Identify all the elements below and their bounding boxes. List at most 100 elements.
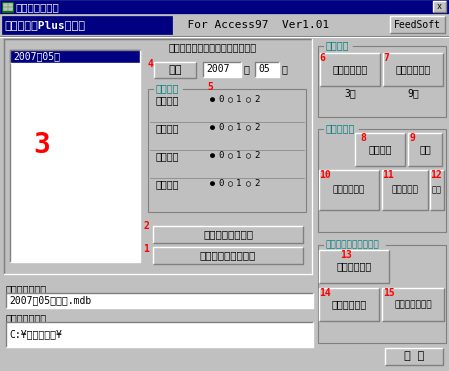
- Bar: [430, 170, 444, 210]
- Text: メインメニュー: メインメニュー: [15, 2, 59, 12]
- Bar: [324, 39, 352, 52]
- Text: 0: 0: [218, 151, 223, 161]
- Text: 1: 1: [143, 244, 149, 254]
- Text: 月: 月: [281, 64, 287, 74]
- Bar: [355, 133, 405, 166]
- Bar: [318, 46, 446, 117]
- Bar: [320, 53, 380, 86]
- Text: 材料単価: 材料単価: [156, 151, 180, 161]
- Text: 使用フォルダ：: 使用フォルダ：: [6, 313, 47, 323]
- Bar: [433, 1, 446, 12]
- Text: 材料マスター: 材料マスター: [396, 65, 431, 75]
- Bar: [10, 50, 140, 262]
- Text: For Access97  Ver1.01: For Access97 Ver1.01: [174, 20, 329, 30]
- Text: ●: ●: [210, 95, 215, 105]
- Bar: [154, 62, 196, 78]
- Bar: [8, 7, 12, 10]
- Text: 日常データ: 日常データ: [326, 124, 355, 134]
- Text: 1: 1: [236, 180, 242, 188]
- Text: 生産計画・過不足計算: 生産計画・過不足計算: [326, 240, 380, 249]
- Text: 来々月生産計画: 来々月生産計画: [394, 300, 432, 309]
- Bar: [390, 16, 445, 33]
- Bar: [319, 170, 379, 210]
- Text: ○: ○: [246, 124, 251, 132]
- Bar: [408, 133, 442, 166]
- Text: 4: 4: [148, 59, 154, 69]
- Text: 5: 5: [207, 82, 213, 92]
- Bar: [8, 3, 12, 6]
- Bar: [324, 122, 357, 135]
- Text: 1: 1: [236, 151, 242, 161]
- Text: 材料数量: 材料数量: [156, 179, 180, 189]
- Text: 13: 13: [340, 250, 352, 260]
- Text: 来月生産計画: 来月生産計画: [331, 299, 367, 309]
- Text: C:¥材料過不足¥: C:¥材料過不足¥: [9, 329, 62, 339]
- Text: 材料入出庫: 材料入出庫: [392, 186, 418, 194]
- Text: マスター: マスター: [326, 40, 349, 50]
- Text: 製品数量: 製品数量: [156, 123, 180, 133]
- Text: 0: 0: [218, 124, 223, 132]
- Text: 1: 1: [236, 124, 242, 132]
- Text: ○: ○: [228, 180, 233, 188]
- Bar: [0, 0, 449, 14]
- Bar: [3, 7, 7, 10]
- Text: FeedSoft: FeedSoft: [394, 20, 441, 30]
- Text: 15: 15: [383, 288, 395, 298]
- Text: 材料月末在庫: 材料月末在庫: [333, 186, 365, 194]
- Text: 8: 8: [360, 133, 366, 143]
- Text: 14: 14: [319, 288, 331, 298]
- Text: 終 了: 終 了: [404, 351, 424, 361]
- Text: 9件: 9件: [407, 88, 419, 98]
- Bar: [2, 16, 172, 34]
- Bar: [4, 39, 312, 274]
- Text: ●: ●: [210, 151, 215, 161]
- Text: 2: 2: [254, 180, 260, 188]
- Text: 10: 10: [319, 170, 331, 180]
- Text: 材料過不足Plus梱包材: 材料過不足Plus梱包材: [4, 20, 85, 30]
- Text: 左リストから選択してください。: 左リストから選択してください。: [169, 42, 257, 52]
- Text: 一覧: 一覧: [432, 186, 442, 194]
- Text: 0: 0: [218, 95, 223, 105]
- Text: 12: 12: [430, 170, 442, 180]
- Text: 製品投入: 製品投入: [368, 144, 392, 154]
- Text: 2007年05月在庫.mdb: 2007年05月在庫.mdb: [9, 295, 91, 305]
- Bar: [153, 247, 303, 264]
- Text: 2: 2: [254, 151, 260, 161]
- Text: 9: 9: [409, 133, 415, 143]
- Bar: [148, 89, 306, 212]
- Bar: [3, 3, 7, 6]
- Text: 製品単価: 製品単価: [156, 95, 180, 105]
- Text: 6: 6: [319, 53, 325, 63]
- Bar: [318, 129, 446, 232]
- Text: ●: ●: [210, 180, 215, 188]
- Bar: [324, 238, 385, 251]
- Bar: [255, 62, 279, 77]
- Text: 2007年05月: 2007年05月: [13, 52, 60, 62]
- Text: 05: 05: [258, 65, 270, 75]
- Text: 新規ファイルの作成: 新規ファイルの作成: [200, 250, 256, 260]
- Bar: [203, 62, 241, 77]
- Text: ○: ○: [228, 124, 233, 132]
- Text: フォルダーの変更: フォルダーの変更: [203, 230, 253, 240]
- Text: 開始: 開始: [168, 65, 182, 75]
- Text: 2: 2: [254, 124, 260, 132]
- Bar: [6, 293, 313, 308]
- Bar: [2, 2, 13, 12]
- Text: 11: 11: [382, 170, 394, 180]
- Text: ○: ○: [228, 151, 233, 161]
- Text: 今月生産計画: 今月生産計画: [336, 262, 372, 272]
- Bar: [6, 322, 313, 347]
- Text: ○: ○: [228, 95, 233, 105]
- Bar: [319, 250, 389, 283]
- Bar: [10, 50, 140, 63]
- Text: 小数設定: 小数設定: [156, 83, 180, 93]
- Bar: [385, 348, 443, 365]
- Text: 2: 2: [254, 95, 260, 105]
- Text: 2007: 2007: [206, 65, 229, 75]
- Text: 年: 年: [243, 64, 249, 74]
- Text: 7: 7: [383, 53, 389, 63]
- Text: 使用ファイル：: 使用ファイル：: [6, 284, 47, 294]
- Text: 3件: 3件: [344, 88, 356, 98]
- Bar: [383, 53, 443, 86]
- Text: 3: 3: [34, 131, 50, 159]
